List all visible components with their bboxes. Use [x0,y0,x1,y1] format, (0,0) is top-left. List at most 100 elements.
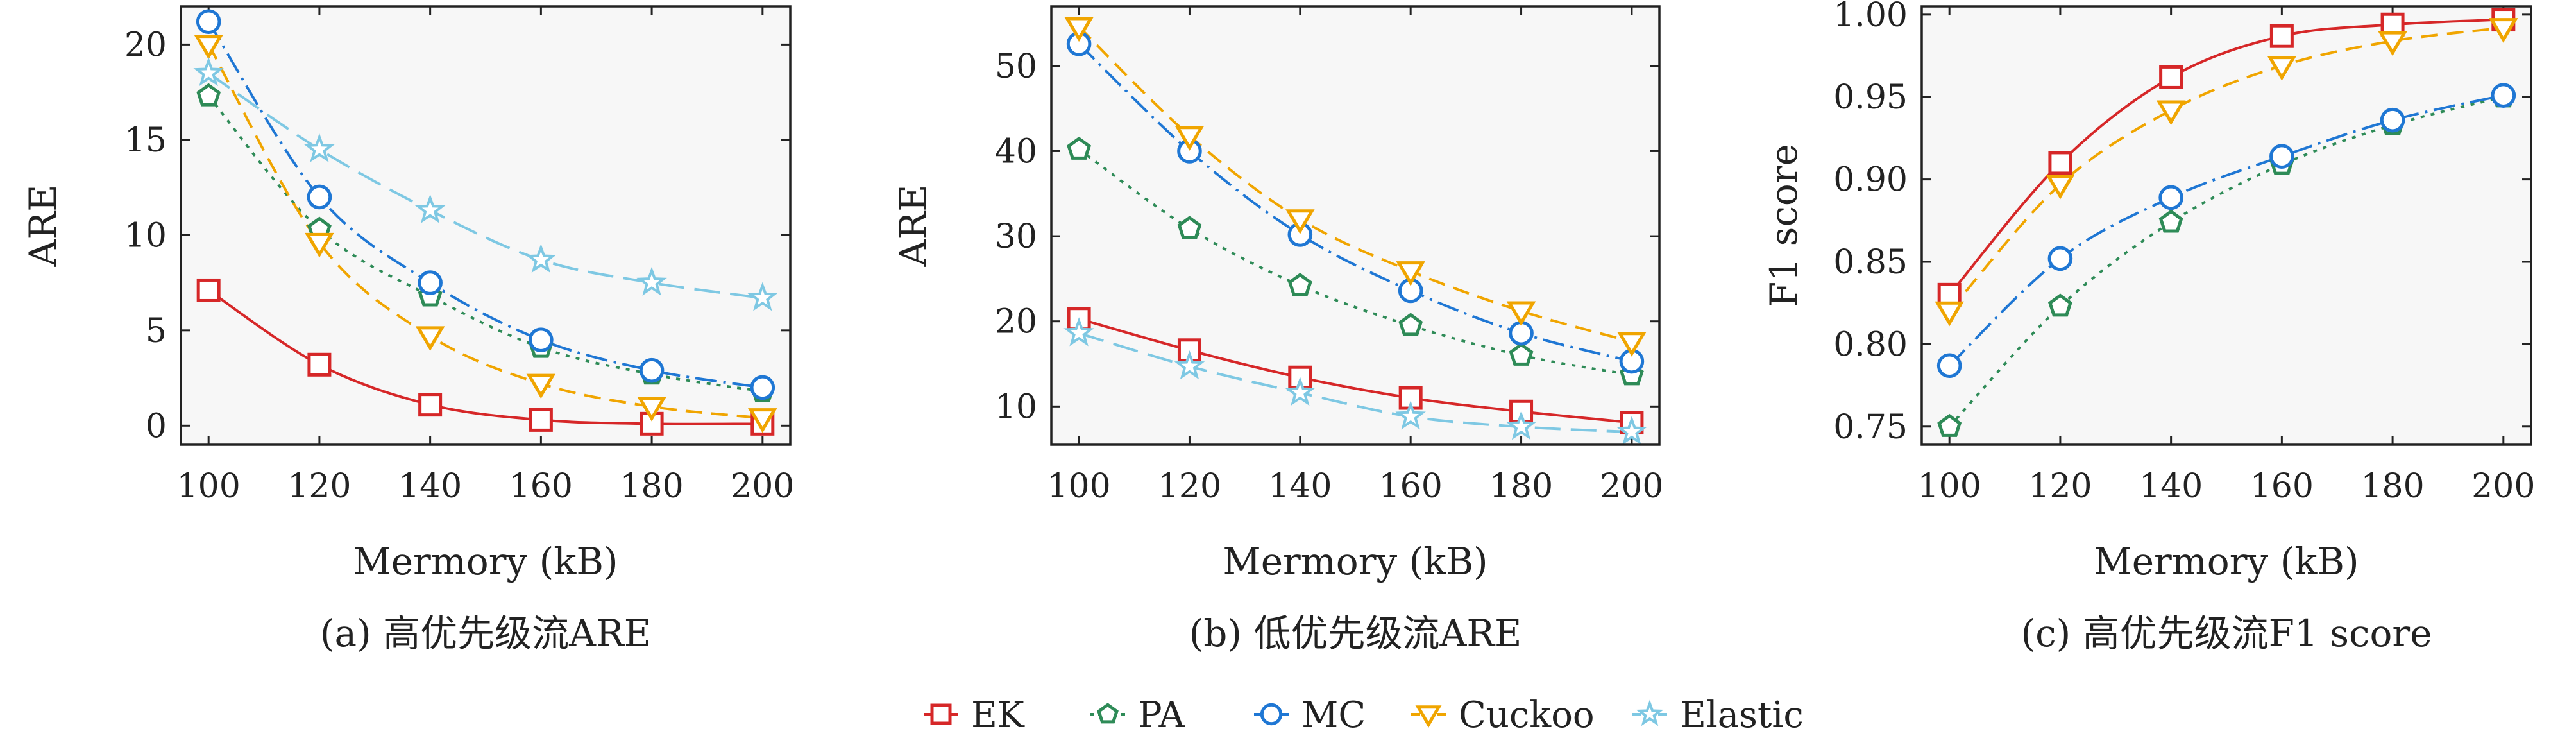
legend: EK PA MC Cuckoo Elastic [924,694,1804,736]
data-point-pa [2047,293,2072,317]
series-line-mc [207,21,763,389]
data-point-elastic [304,133,335,162]
x-axis-label: Mermory (kB) [1223,540,1487,583]
data-point-elastic [193,56,224,87]
legend-label: MC [1301,694,1366,736]
data-point-mc [418,270,443,295]
data-point-cuckoo [748,408,777,433]
data-point-elastic [1285,377,1316,406]
y-tick-label: 1.00 [1833,0,1908,35]
legend-label: Cuckoo [1459,694,1595,736]
data-point-ek [2269,24,2294,48]
x-tick-label: 180 [1489,467,1553,506]
data-point-cuckoo [194,35,223,60]
panel-caption: (b) 低优先级流ARE [1189,612,1522,655]
data-point-elastic [525,243,557,273]
x-tick-label: 160 [2250,467,2314,506]
y-tick-label: 5 [146,312,167,350]
plot-frame [1920,5,2532,446]
data-point-cuckoo [637,397,666,422]
x-tick-label: 140 [2139,467,2203,506]
series-line-cuckoo [207,44,763,420]
x-tick-label: 180 [2360,467,2424,506]
data-point-mc [196,9,221,35]
y-tick-label: 40 [995,132,1037,171]
data-point-cuckoo [1935,301,1964,327]
data-point-pa [1067,136,1092,160]
data-point-pa [1287,273,1312,296]
data-point-elastic [1505,411,1537,440]
data-point-cuckoo [2156,100,2186,126]
x-tick-label: 200 [731,467,794,506]
y-tick-label: 20 [124,26,167,64]
y-tick-label: 0.75 [1833,408,1908,447]
chart-panel-3: 100 120 140 160 180 200 0.75 0.80 0.85 0.90 0.95 1.… [1762,0,2535,655]
y-axis-label: ARE [21,185,65,268]
data-point-pa [2158,209,2183,233]
y-tick-label: 10 [995,388,1037,426]
data-point-cuckoo [1617,332,1647,357]
legend-item-ek: EK [924,694,1025,736]
data-point-mc [2491,83,2516,108]
data-point-elastic [1063,317,1094,347]
x-tick-label: 140 [1268,467,1332,506]
data-point-cuckoo [526,373,556,399]
data-point-elastic [747,282,778,311]
data-point-mc [639,357,665,383]
y-axis-label: ARE [892,185,935,268]
data-point-cuckoo [1064,17,1094,42]
data-point-pa [1398,313,1423,336]
data-point-pa [196,83,221,107]
series-line-cuckoo [1078,26,1632,343]
data-point-cuckoo [1174,126,1205,151]
data-point-elastic [636,266,667,296]
plot-frame [180,5,792,446]
legend-marker [1097,703,1119,724]
series-line-pa [1078,148,1632,377]
data-point-pa [1937,413,1962,437]
data-point-ek [2159,65,2183,89]
y-tick-label: 15 [124,121,167,160]
x-tick-label: 180 [620,467,683,506]
legend-label: EK [971,694,1025,736]
legend-item-elastic: Elastic [1632,694,1804,736]
y-tick-label: 0 [146,407,167,445]
data-point-cuckoo [1285,209,1315,234]
plot-area [1922,6,2531,445]
y-tick-label: 0.95 [1833,78,1908,117]
data-point-mc [529,327,554,352]
series-line-elastic [208,72,763,300]
data-point-mc [2269,144,2294,169]
chart-panel-1: 100 120 140 160 180 200 0 5 10 15 20 Mermory (kB) AR… [21,5,794,655]
data-point-elastic [1395,400,1426,430]
series-line-mc [1078,42,1632,363]
x-tick-label: 100 [177,467,241,506]
data-point-pa [1509,342,1534,366]
series-line-ek [208,289,763,425]
y-tick-label: 0.85 [1833,243,1908,282]
legend-marker [1415,705,1442,728]
legend-item-mc: MC [1254,694,1366,736]
legend-marker [1636,699,1664,726]
x-axis-label: Mermory (kB) [353,540,618,583]
x-tick-label: 100 [1047,467,1110,506]
y-tick-label: 10 [124,216,167,255]
plot-frame [1050,5,1661,446]
series-line-elastic [1078,332,1632,434]
y-tick-label: 50 [995,47,1037,86]
plot-area [1051,6,1659,445]
plot-area [181,6,790,445]
data-point-ek [418,393,443,417]
data-point-cuckoo [415,326,445,352]
data-point-mc [2047,246,2073,271]
data-point-ek [196,278,221,302]
data-point-mc [1936,353,1962,379]
x-axis-label: Mermory (kB) [2094,540,2359,583]
legend-label: Elastic [1680,694,1804,736]
data-point-mc [2158,185,2183,210]
series-line-ek [1078,317,1632,424]
x-tick-label: 120 [287,467,351,506]
x-tick-label: 100 [1918,467,1981,506]
y-tick-label: 30 [995,218,1037,256]
legend-item-cuckoo: Cuckoo [1411,694,1595,736]
